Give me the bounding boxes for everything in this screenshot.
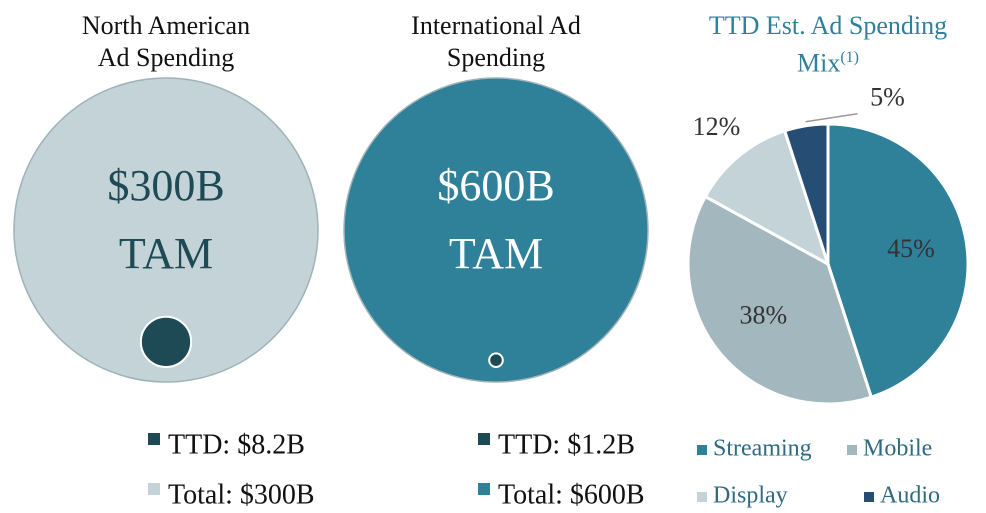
legend-swatch [697,445,707,455]
legend-swatch [478,433,490,445]
chart-title: North American Ad Spending [81,11,251,72]
slice-label: 45% [887,234,935,263]
legend-label: Streaming [713,436,812,462]
legend-swatch [697,492,707,502]
circle-label: TAM [449,229,543,278]
chart-title: TTD Est. Ad Spending Mix(1) [692,10,964,80]
slice-label: 5% [870,83,905,112]
slice-label: 38% [739,301,787,330]
legend-label: Total: $600B [498,479,645,510]
total-circle [13,77,319,383]
legend-swatch [847,445,857,455]
ttd-circle [488,352,504,369]
total-circle [343,77,649,383]
legend-swatch [478,483,490,495]
chart-title: International Ad Spending [411,11,581,72]
chart-title-note: (1) [840,49,859,66]
circle-label: $600B [437,161,554,210]
legend-label: Audio [880,483,940,509]
legend-label: Display [713,483,788,509]
legend-label: TTD: $8.2B [168,429,305,460]
ttd-circle [139,315,193,368]
chart-title-text: TTD Est. Ad Spending Mix [708,11,948,78]
pie-slice [703,128,831,268]
pie-slice [782,122,830,265]
leader-line [805,113,858,123]
legend-label: Mobile [863,436,932,462]
legend-label: TTD: $1.2B [498,429,635,460]
legend-swatch [148,483,160,495]
pie-slice [686,194,874,406]
legend-swatch [148,433,160,445]
slice-label: 12% [693,112,741,141]
pie-slice [826,122,970,400]
legend-label: Total: $300B [168,479,315,510]
legend-swatch [864,492,874,502]
circle-label: TAM [119,229,213,278]
circle-label: $300B [107,161,224,210]
